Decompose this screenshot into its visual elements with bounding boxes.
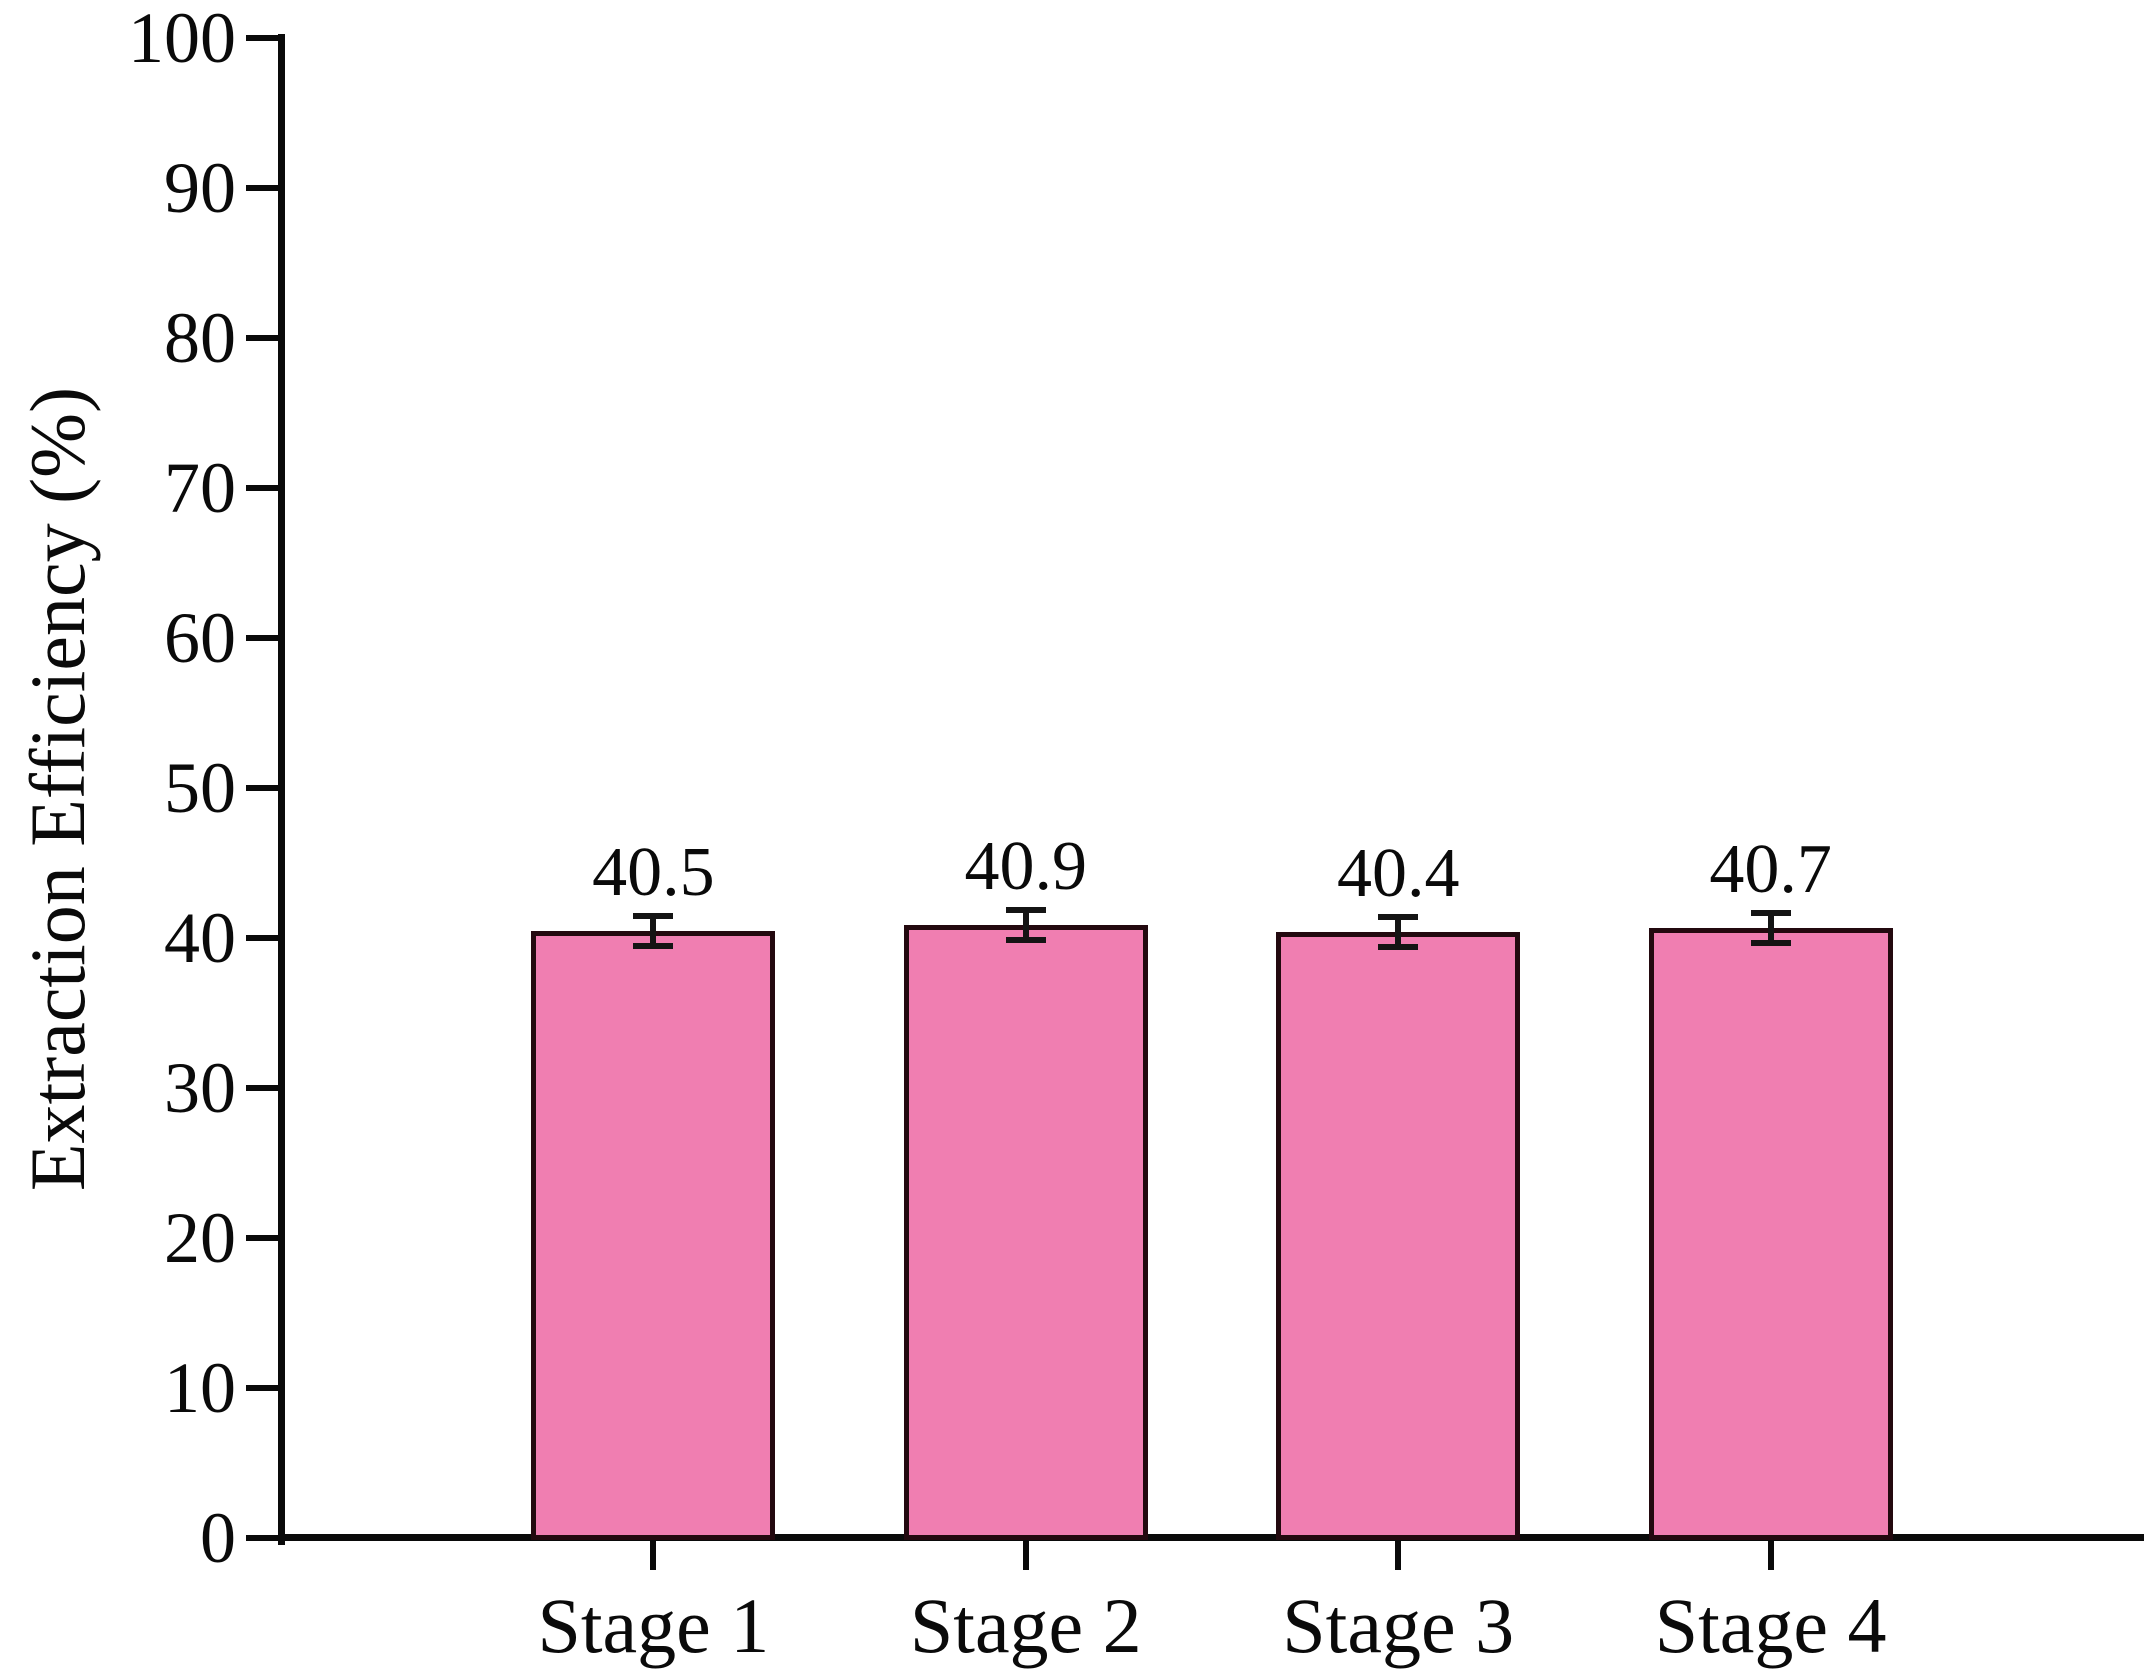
bar (1648, 927, 1893, 1540)
error-bar-cap-top (633, 912, 674, 919)
error-bar-cap-top (1750, 909, 1791, 916)
y-tick-label: 60 (164, 598, 236, 678)
bar-value-label: 40.9 (964, 827, 1088, 905)
y-tick-label: 50 (164, 748, 236, 828)
y-tick-label: 90 (164, 148, 236, 228)
y-axis-line (278, 34, 285, 1545)
error-bar-cap-bottom (1005, 936, 1046, 943)
y-tick-label: 0 (200, 1498, 236, 1578)
bar-value-label: 40.7 (1709, 830, 1832, 908)
y-tick-mark (246, 1085, 278, 1091)
bar (903, 924, 1148, 1540)
bar-value-label: 40.4 (1336, 835, 1460, 912)
bar (531, 930, 776, 1540)
y-tick-mark (246, 635, 278, 641)
error-bar-cap-bottom (1750, 939, 1791, 946)
y-tick-mark (246, 1385, 278, 1391)
y-tick-label: 70 (164, 448, 236, 528)
y-tick-label: 40 (164, 898, 236, 978)
error-bar-cap-bottom (1378, 944, 1419, 950)
y-tick-label: 80 (164, 298, 236, 378)
error-bar-cap-bottom (633, 942, 674, 949)
error-bar-cap-top (1378, 914, 1419, 920)
y-tick-label: 10 (164, 1348, 236, 1428)
error-bar-cap-top (1005, 906, 1046, 913)
y-tick-label: 20 (164, 1198, 236, 1278)
error-bar-line (650, 915, 657, 946)
y-tick-mark (246, 785, 278, 791)
y-tick-mark (246, 1235, 278, 1241)
error-bar-line (1767, 912, 1774, 943)
x-tick-mark (1767, 1541, 1774, 1570)
x-tick-mark (1395, 1541, 1402, 1570)
x-tick-label: Stage 3 (1282, 1582, 1515, 1669)
x-tick-label: Stage 2 (909, 1582, 1142, 1669)
y-tick-mark (246, 335, 278, 341)
error-bar-line (1022, 909, 1029, 940)
y-tick-label: 100 (128, 0, 236, 78)
bar-value-label: 40.5 (592, 833, 715, 911)
y-tick-mark (246, 485, 278, 491)
x-tick-label: Stage 1 (537, 1582, 770, 1669)
x-tick-mark (1022, 1541, 1029, 1570)
x-tick-label: Stage 4 (1654, 1582, 1887, 1669)
y-tick-mark (246, 935, 278, 941)
bar (1276, 932, 1521, 1540)
y-tick-mark (246, 1535, 278, 1541)
error-bar-line (1395, 917, 1402, 947)
x-tick-mark (650, 1541, 657, 1570)
y-tick-label: 30 (164, 1048, 236, 1128)
y-tick-mark (246, 35, 278, 41)
x-axis-line (278, 1534, 2144, 1541)
y-tick-mark (246, 185, 278, 191)
